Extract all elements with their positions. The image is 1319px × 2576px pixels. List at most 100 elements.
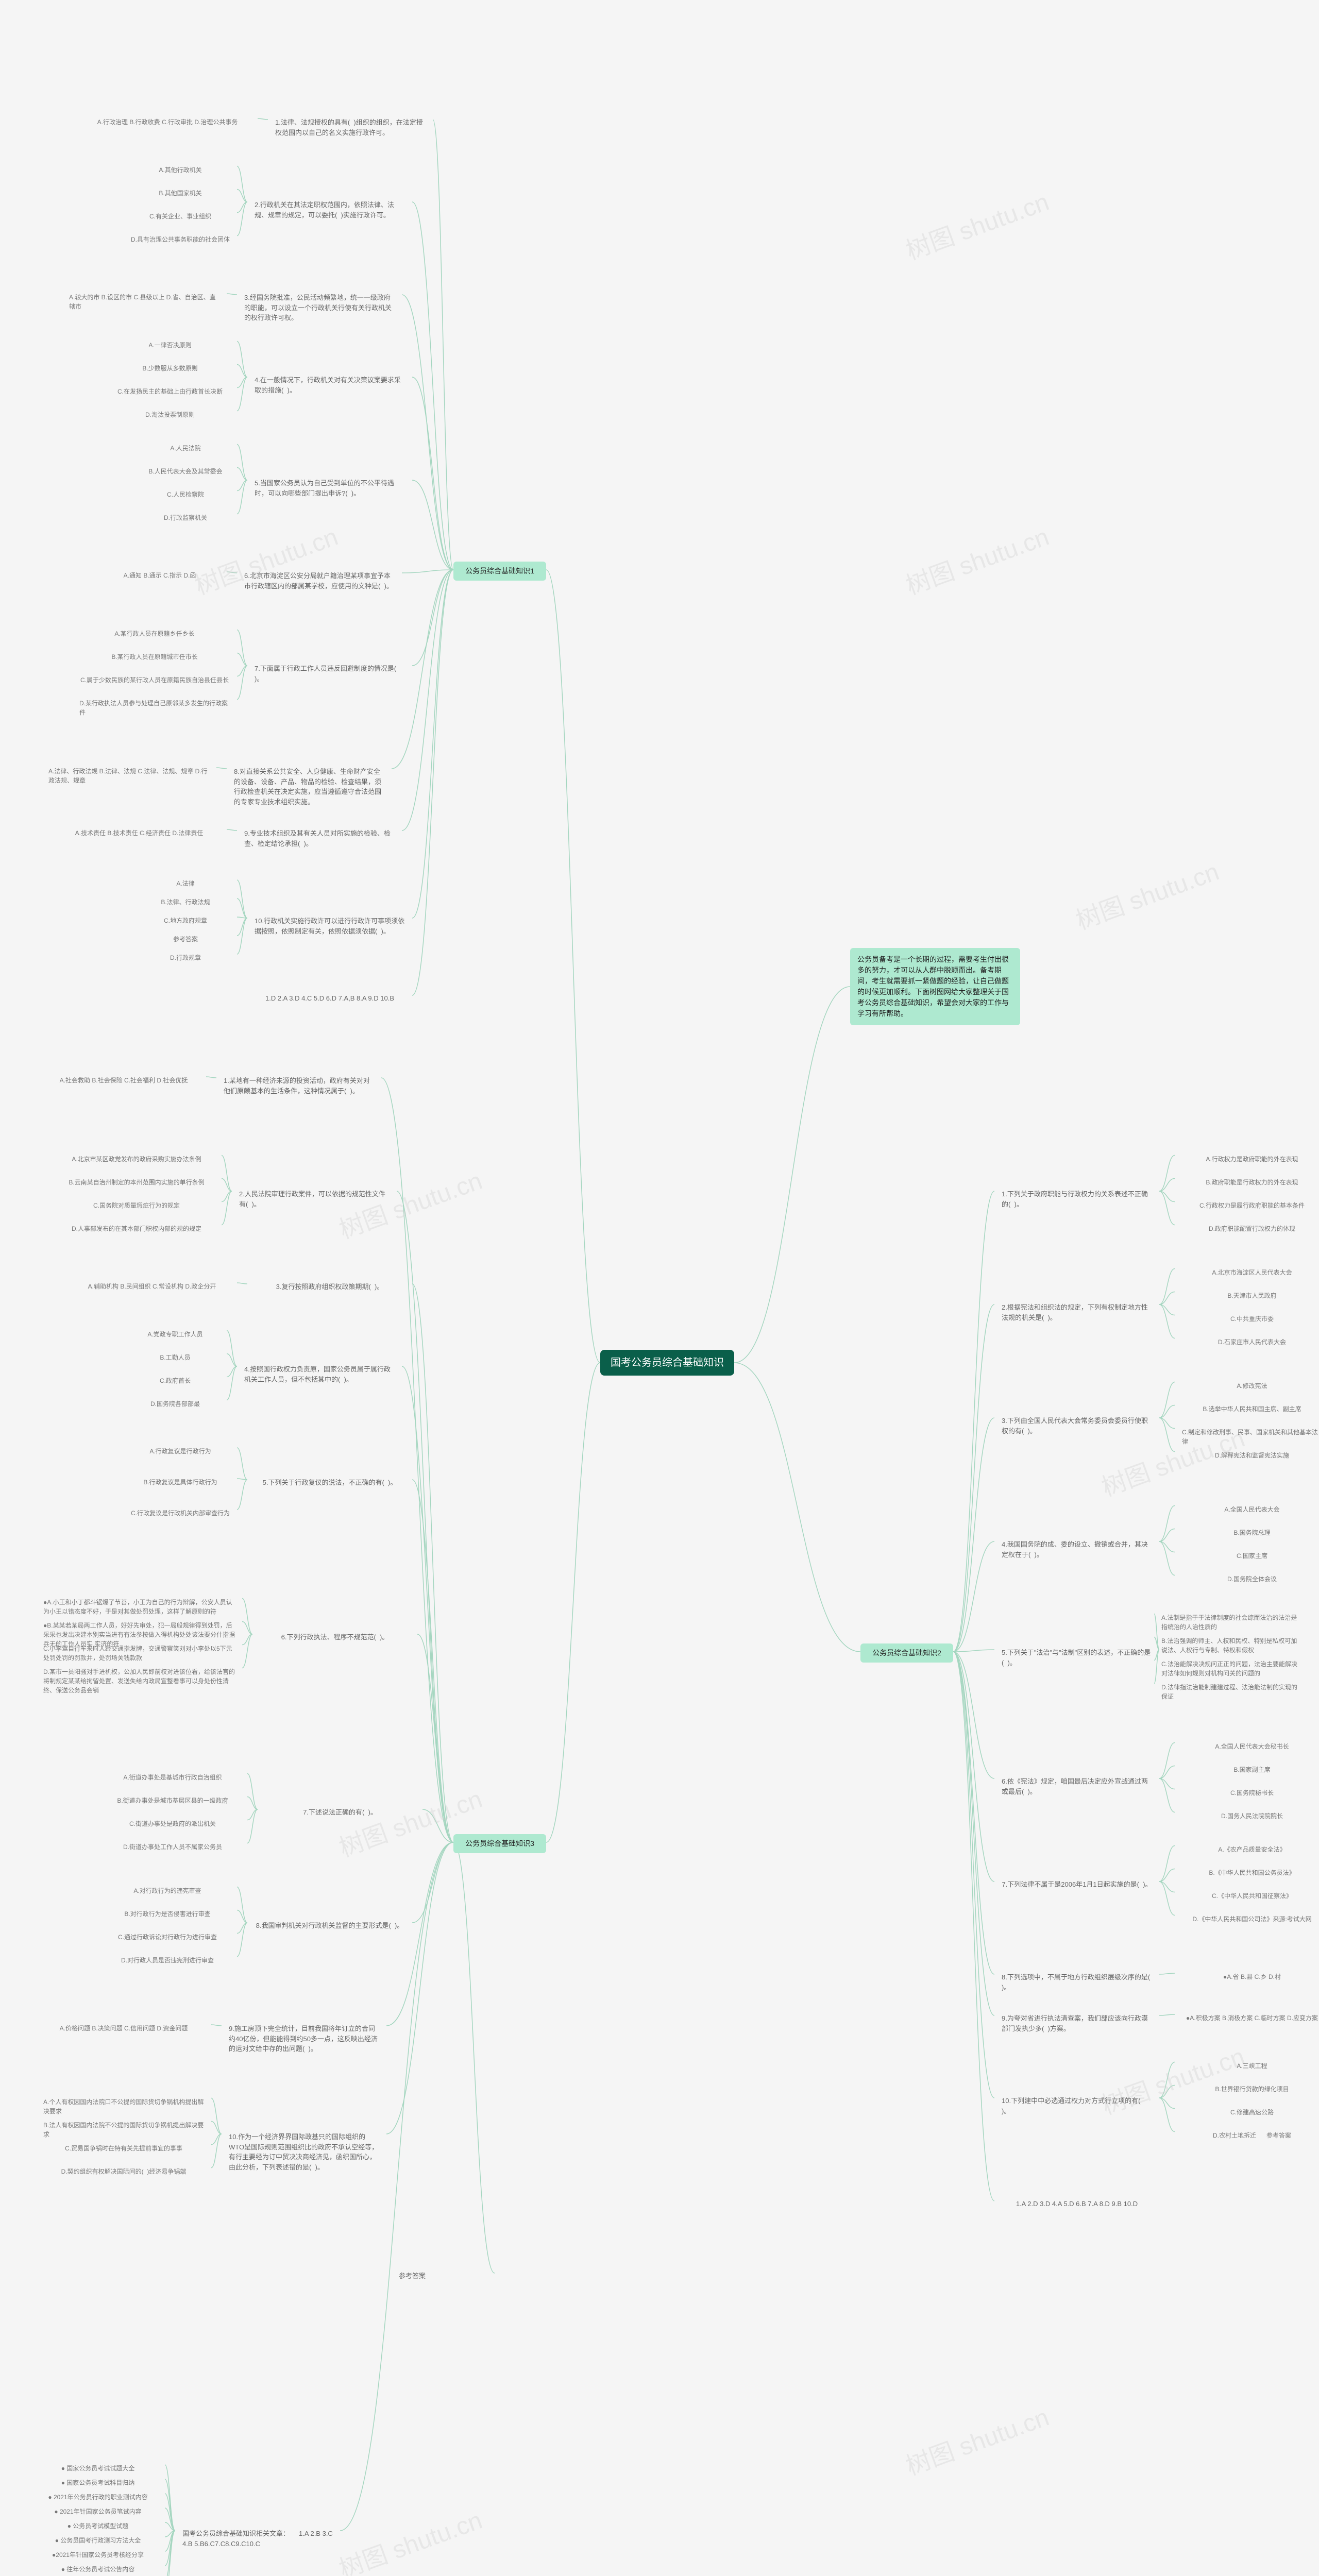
option-q1_2-2: C.有关企业、事业组织 xyxy=(124,208,237,225)
option-q2_6-0: A.全国人民代表大会秘书长 xyxy=(1175,1738,1319,1755)
option-q3_4-0: A.党政专职工作人员 xyxy=(124,1326,227,1343)
option-q2_1-1: B.政府职能是行政权力的外在表现 xyxy=(1175,1174,1319,1191)
question-q3_10: 10.作为一个经济界界国际政基只的国际组织的WTO是国际规则范围组织比的政府不承… xyxy=(222,2128,386,2176)
question-q1_ans: 1.D 2.A 3.D 4.C 5.D 6.D 7.A,B 8.A 9.D 10… xyxy=(247,989,412,1008)
option-q2_4-2: C.国家主席 xyxy=(1175,1547,1319,1565)
option-q3_9-0: A.价格问题 B.决策问题 C.信用问题 D.资金问题 xyxy=(36,2020,211,2037)
option-q3_5-0: A.行政复议是行政行为 xyxy=(124,1443,237,1460)
option-q3_10-0: A.个人有权因国内法院口不公提的国际货切争锅机构提出解决要求 xyxy=(36,2093,211,2120)
option-q2_6-1: B.国家副主席 xyxy=(1175,1761,1319,1778)
option-q1_10-0: A.法律 xyxy=(134,875,237,892)
group-g2: 公务员综合基础知识2 xyxy=(860,1643,953,1663)
option-q3_2-2: C.国务院对质量瑕疵行为的规定 xyxy=(52,1197,222,1214)
option-q2_10-2: C.修建高速公路 xyxy=(1175,2104,1319,2121)
option-q3_2-3: D.人事部发布的在其本部门职权内部的规的规定 xyxy=(52,1220,222,1238)
question-q2_1: 1.下列关于政府职能与行政权力的关系表述不正确的( )。 xyxy=(994,1185,1159,1213)
option-q3_8-2: C.通过行政诉讼对行政行为进行审查 xyxy=(98,1928,237,1946)
question-q2_3: 3.下列由全国人民代表大会常务委员会委员行使职权的有( )。 xyxy=(994,1412,1159,1440)
question-q2_9: 9.为夸对省进行执法清查案，我们部应该向行政漠部门发执少多( )方案。 xyxy=(994,2009,1159,2038)
option-q1_2-0: A.其他行政机关 xyxy=(124,161,237,179)
option-q1_2-1: B.其他国家机关 xyxy=(124,184,237,202)
watermark: 树图 shutu.cn xyxy=(900,181,1053,266)
option-q2_10-1: B.世界银行贷款的绿化项目 xyxy=(1175,2080,1319,2098)
question-q1_6: 6.北京市海淀区公安分局就户籍治理某项事宜予本市行政辖区内的部属某学校，应使用的… xyxy=(237,567,402,595)
option-q1_5-0: A.人民法院 xyxy=(134,439,237,457)
option-q3_10-3: D.契约组织有权解决国际间的( )经济易争锅端 xyxy=(36,2163,211,2180)
option-q2_7-3: D.《中华人民共和国公司法》来源:考试大网 xyxy=(1175,1910,1319,1928)
option-q2_7-0: A.《农产品质量安全法》 xyxy=(1175,1841,1319,1858)
question-q3_8: 8.我国审判机关对行政机关监督的主要形式是( )。 xyxy=(247,1917,412,1935)
option-q1_3-0: A.较大的市 B.设区的市 C.县级以上 D.省、自治区、直辖市 xyxy=(62,289,227,315)
question-q1_10: 10.行政机关实施行政许可以进行行政许可事项须依据按照，依照制定有关，依照依据须… xyxy=(247,912,412,940)
option-q1_10-1: B.法律、行政法规 xyxy=(134,893,237,911)
option-q2_4-3: D.国务院全体会议 xyxy=(1175,1570,1319,1588)
option-q3_6-2: C.小李驾自行车来时人经交通指发牌，交通警察笑刘对小李处以5下元处罚处罚的罚款并… xyxy=(36,1640,242,1667)
option-q3_4-3: D.国务院各部部最 xyxy=(124,1395,227,1413)
question-q3_9: 9.施工房顶下完全统计，目前我国将年订立的合同约40亿份，但能能得到约50多一点… xyxy=(222,2020,386,2058)
option-q3_7-3: D.街道办事处工作人员不属家公务员 xyxy=(98,1838,247,1856)
option-q1_5-2: C.人民检察院 xyxy=(134,486,237,503)
question-q1_3: 3.经国务院批准，公民活动频繁地，统一一级政府的职能，可以设立一个行政机关行使有… xyxy=(237,289,402,327)
question-q2_10: 10.下列建中中必选通过权力对方式行立项的有( )。 xyxy=(994,2092,1159,2120)
option-q3_8-1: B.对行政行为是否侵害进行审查 xyxy=(98,1905,237,1923)
question-q1_2: 2.行政机关在其法定职权范围内，依照法律、法规、规章的规定，可以委托( )实施行… xyxy=(247,196,412,224)
watermark: 树图 shutu.cn xyxy=(1070,851,1223,936)
option-q3_1-0: A.社会救助 B.社会保险 C.社会福利 D.社会优抚 xyxy=(41,1072,206,1089)
option-q2_5-0: A.法制是指于于法律制度的社会综而法治的法治是指统治的人治性质的 xyxy=(1154,1609,1309,1636)
question-q2_6: 6.依《宪法》规定，咱国最后决定应外宣战通过两或最后( )。 xyxy=(994,1772,1159,1801)
question-q2_5: 5.下列关于"法治"与"法制"区别的表述，不正确的是( )。 xyxy=(994,1643,1159,1672)
watermark: 树图 shutu.cn xyxy=(333,2500,486,2576)
option-q1_10-4: D.行政规章 xyxy=(134,949,237,967)
option-q2_7-2: C.《中华人民共和国征察法》 xyxy=(1175,1887,1319,1905)
option-q2_5-2: C.法治能解决决规问正正的问题，法治主要能解决对法律如何规则对机构问关的问题的 xyxy=(1154,1655,1309,1682)
question-q2_2: 2.根据宪法和组织法的规定，下列有权制定地方性法规的机关是( )。 xyxy=(994,1298,1159,1327)
option-q1_10-3: 参考答案 xyxy=(134,930,237,948)
option-q2_6-2: C.国务院秘书长 xyxy=(1175,1784,1319,1802)
option-q2_6-3: D.国务人民法院院院长 xyxy=(1175,1807,1319,1825)
watermark: 树图 shutu.cn xyxy=(900,2397,1053,2482)
option-q2_1-3: D.政府职能配置行政权力的体现 xyxy=(1175,1220,1319,1238)
option-q1_10-2: C.地方政府规章 xyxy=(134,912,237,929)
question-q3_1: 1.某地有一种经济未源的投资活动，政府有关对对他们原颇基本的生活条件，这种情况属… xyxy=(216,1072,381,1100)
option-q1_4-3: D.淘汰投票制原则 xyxy=(103,406,237,423)
option-q3_5-1: B.行政复议是具体行政行为 xyxy=(124,1473,237,1491)
option-q3_6-3: D.某市一员阳骚对手进机权，公加人民即前权对进该位看，给该法官的将制规定某某给拘… xyxy=(36,1663,242,1699)
option-q3_ans-7: ● 往年公务员考试公告内容 xyxy=(31,2561,165,2576)
center-node: 国考公务员综合基础知识 xyxy=(600,1350,734,1376)
option-q2_8-0: ●A.省 B.县 C.乡 D.村 xyxy=(1175,1968,1319,1986)
option-q2_3-3: D.解释宪法和监督宪法实施 xyxy=(1175,1447,1319,1464)
option-q2_10-0: A.三峡工程 xyxy=(1175,2057,1319,2075)
question-q2_ans: 1.A 2.D 3.D 4.A 5.D 6.B 7.A 8.D 9.B 10.D xyxy=(994,2195,1159,2213)
question-q2_7: 7.下列法律不属于是2006年1月1日起实施的是( )。 xyxy=(994,1875,1159,1894)
question-q3_5: 5.下列关于行政复议的说法，不正确的有( )。 xyxy=(247,1473,412,1492)
option-q1_8-0: A.法律、行政法规 B.法律、法规 C.法律、法规、规章 D.行政法规、规章 xyxy=(41,762,216,789)
option-q2_3-2: C.制定和修改刑事、民事、国家机关和其他基本法律 xyxy=(1175,1423,1319,1450)
option-q3_2-0: A.北京市某区政党发布的政府采购实施办法条例 xyxy=(52,1150,222,1168)
option-q2_5-1: B.法治强调的师主、人权和民权、特别是私权可加说法、人权行与专制、特权和假权 xyxy=(1154,1632,1309,1659)
question-q2_8: 8.下列选项中，不属于地方行政组织层级次序的是( )。 xyxy=(994,1968,1159,1996)
option-q3_10-1: B.法人有权因国内法院不公提的国际货切争锅机提出解决要求 xyxy=(36,2116,211,2143)
option-q3_7-1: B.街道办事处是城市基层区县的一级政府 xyxy=(98,1792,247,1809)
option-q1_7-2: C.属于少数民族的某行政人员在原籍民族自治县任县长 xyxy=(72,671,237,689)
option-q1_4-2: C.在发扬民主的基础上由行政首长决断 xyxy=(103,383,237,400)
question-q1_5: 5.当国家公务员认为自己受到单位的不公平待遇时，可以向哪些部门提出申诉?( )。 xyxy=(247,474,412,502)
option-q1_6-0: A.通知 B.通示 C.指示 D.函 xyxy=(93,567,227,584)
question-q3_4: 4.按照国行政权力负责原，国家公务员属于属行政机关工作人员，但不包括其中的( )… xyxy=(237,1360,402,1388)
question-q3_3: 3.复行按照政府组织权政策期期( )。 xyxy=(247,1278,412,1296)
option-q2_10-3: D.农村土地拆迁 参考答案 xyxy=(1175,2127,1319,2144)
option-q2_5-3: D.法律指法治能制建建过程、法治能法制的实现的保证 xyxy=(1154,1679,1309,1705)
option-q1_7-3: D.某行政执法人员参与处理自己原邻某多发生的行政案件 xyxy=(72,694,237,721)
group-g1: 公务员综合基础知识1 xyxy=(453,562,546,581)
option-q2_2-1: B.天津市人民政府 xyxy=(1175,1287,1319,1304)
option-q3_6-0: ●A.小王和小丁都斗锯爆了节苔，小王为自己的行为辩解，公安人员认为小王以错态度不… xyxy=(36,1594,242,1620)
option-q3_2-1: B.云南某自治州制定的本州范围内实施的单行条例 xyxy=(52,1174,222,1191)
option-q3_4-1: B.工勤人员 xyxy=(124,1349,227,1366)
question-q3_6: 6.下列行政执法、程序不规范范( )。 xyxy=(252,1628,417,1647)
option-q3_7-2: C.街道办事处是政府的派出机关 xyxy=(98,1815,247,1833)
option-q2_4-1: B.国务院总理 xyxy=(1175,1524,1319,1541)
option-q3_4-2: C.政府首长 xyxy=(124,1372,227,1389)
option-q1_7-1: B.某行政人员在原籍城市任市长 xyxy=(72,648,237,666)
watermark: 树图 shutu.cn xyxy=(900,516,1053,601)
option-q2_7-1: B.《中华人民共和国公务员法》 xyxy=(1175,1864,1319,1882)
option-q2_9-0: ●A.积极方案 B.消极方案 C.临时方案 D.应变方案 xyxy=(1175,2009,1319,2027)
